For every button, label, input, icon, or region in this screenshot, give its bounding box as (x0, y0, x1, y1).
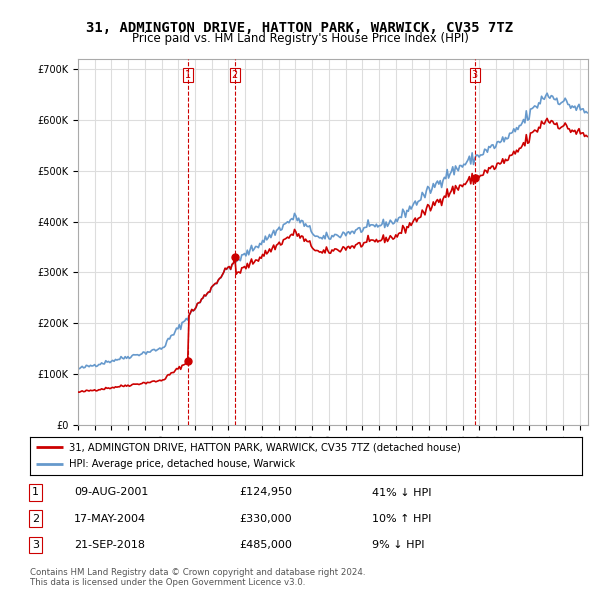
Text: 09-AUG-2001: 09-AUG-2001 (74, 487, 149, 497)
Text: 17-MAY-2004: 17-MAY-2004 (74, 514, 146, 524)
Text: 1: 1 (32, 487, 39, 497)
Text: £124,950: £124,950 (240, 487, 293, 497)
Text: 31, ADMINGTON DRIVE, HATTON PARK, WARWICK, CV35 7TZ (detached house): 31, ADMINGTON DRIVE, HATTON PARK, WARWIC… (68, 442, 460, 453)
Text: 31, ADMINGTON DRIVE, HATTON PARK, WARWICK, CV35 7TZ: 31, ADMINGTON DRIVE, HATTON PARK, WARWIC… (86, 21, 514, 35)
Text: 9% ↓ HPI: 9% ↓ HPI (372, 540, 425, 550)
Text: 3: 3 (472, 70, 478, 80)
Text: HPI: Average price, detached house, Warwick: HPI: Average price, detached house, Warw… (68, 459, 295, 469)
Text: 2: 2 (232, 70, 238, 80)
Text: Contains HM Land Registry data © Crown copyright and database right 2024.
This d: Contains HM Land Registry data © Crown c… (30, 568, 365, 587)
Text: 41% ↓ HPI: 41% ↓ HPI (372, 487, 432, 497)
Text: 3: 3 (32, 540, 39, 550)
Text: 2: 2 (32, 514, 39, 524)
Text: 21-SEP-2018: 21-SEP-2018 (74, 540, 145, 550)
Text: 1: 1 (185, 70, 191, 80)
Text: 10% ↑ HPI: 10% ↑ HPI (372, 514, 431, 524)
Text: £485,000: £485,000 (240, 540, 293, 550)
Text: £330,000: £330,000 (240, 514, 292, 524)
Text: Price paid vs. HM Land Registry's House Price Index (HPI): Price paid vs. HM Land Registry's House … (131, 32, 469, 45)
